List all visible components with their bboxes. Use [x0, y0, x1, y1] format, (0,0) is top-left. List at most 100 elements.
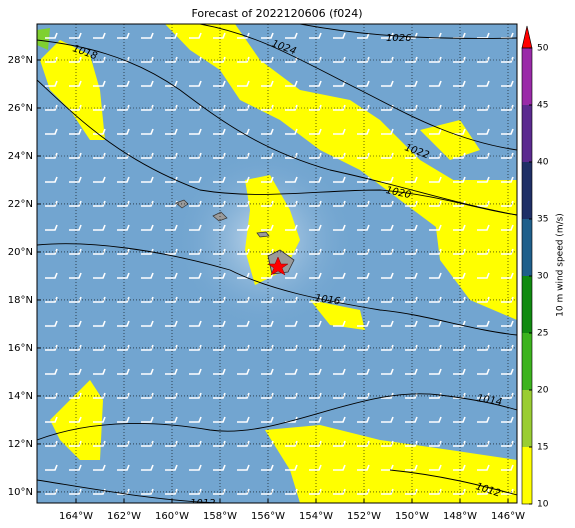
barb — [141, 416, 154, 423]
barb — [261, 176, 274, 183]
barb — [189, 56, 202, 63]
barb — [93, 224, 106, 231]
barb — [165, 296, 178, 303]
barb — [333, 152, 346, 159]
barb — [165, 272, 178, 279]
barb — [141, 152, 154, 159]
barb — [501, 368, 514, 375]
barb — [285, 200, 298, 207]
contour-label: 1014 — [476, 393, 503, 408]
barb — [141, 80, 154, 87]
barb — [357, 416, 370, 423]
barb — [381, 344, 394, 351]
barb — [237, 200, 250, 207]
barb — [141, 440, 154, 447]
x-tick-label: 162°W — [107, 511, 141, 522]
barb — [453, 368, 466, 375]
colorbar-tick-label: 40 — [537, 158, 549, 168]
barb — [213, 128, 226, 135]
barb — [501, 416, 514, 423]
barb — [213, 464, 226, 471]
y-tick-label: 18°N — [8, 295, 33, 306]
x-tick-label: 160°W — [155, 511, 189, 522]
barb — [189, 128, 202, 135]
barb — [453, 176, 466, 183]
barb — [333, 104, 346, 111]
barb — [213, 368, 226, 375]
barb — [141, 368, 154, 375]
barb — [429, 416, 442, 423]
barb — [477, 224, 490, 231]
barb — [357, 464, 370, 471]
barb — [45, 224, 58, 231]
barb — [453, 128, 466, 135]
barb — [45, 488, 58, 495]
barb — [381, 488, 394, 495]
barb — [453, 440, 466, 447]
barb — [141, 104, 154, 111]
barb — [285, 368, 298, 375]
barb — [405, 272, 418, 279]
barb — [69, 440, 82, 447]
barb — [333, 464, 346, 471]
barb — [381, 224, 394, 231]
barb — [285, 320, 298, 327]
barb — [477, 320, 490, 327]
barb — [69, 152, 82, 159]
barb — [429, 344, 442, 351]
barb — [429, 488, 442, 495]
barb — [501, 152, 514, 159]
barb — [333, 128, 346, 135]
colorbar-tick-label: 15 — [537, 443, 548, 453]
barb — [453, 80, 466, 87]
barb — [117, 176, 130, 183]
barb — [261, 32, 274, 39]
barb — [309, 272, 322, 279]
barb — [309, 104, 322, 111]
barb — [381, 440, 394, 447]
barb — [189, 176, 202, 183]
barb — [165, 224, 178, 231]
barb — [285, 344, 298, 351]
barb — [69, 272, 82, 279]
barb — [213, 80, 226, 87]
barb — [213, 416, 226, 423]
barb — [309, 320, 322, 327]
barb — [45, 104, 58, 111]
barb — [357, 80, 370, 87]
barb — [381, 248, 394, 255]
barb — [381, 368, 394, 375]
barb — [381, 32, 394, 39]
barb — [141, 392, 154, 399]
barb — [237, 392, 250, 399]
barb — [357, 320, 370, 327]
barb — [93, 56, 106, 63]
barb — [477, 296, 490, 303]
barb — [333, 80, 346, 87]
barb — [309, 80, 322, 87]
barb — [165, 488, 178, 495]
barb — [501, 224, 514, 231]
barb — [141, 248, 154, 255]
barb — [117, 440, 130, 447]
barb — [165, 368, 178, 375]
barb — [117, 368, 130, 375]
barb — [189, 440, 202, 447]
colorbar-tick-label: 45 — [537, 101, 548, 111]
barb — [69, 464, 82, 471]
wind-field — [37, 24, 517, 503]
barb — [501, 248, 514, 255]
barb — [501, 272, 514, 279]
barb — [357, 152, 370, 159]
barb — [429, 248, 442, 255]
x-tick-label: 148°W — [443, 511, 477, 522]
barb — [237, 80, 250, 87]
barb — [237, 368, 250, 375]
barb — [261, 248, 274, 255]
barb — [165, 56, 178, 63]
barb — [45, 344, 58, 351]
barb — [237, 248, 250, 255]
barb — [141, 224, 154, 231]
barb — [213, 104, 226, 111]
barb — [261, 296, 274, 303]
